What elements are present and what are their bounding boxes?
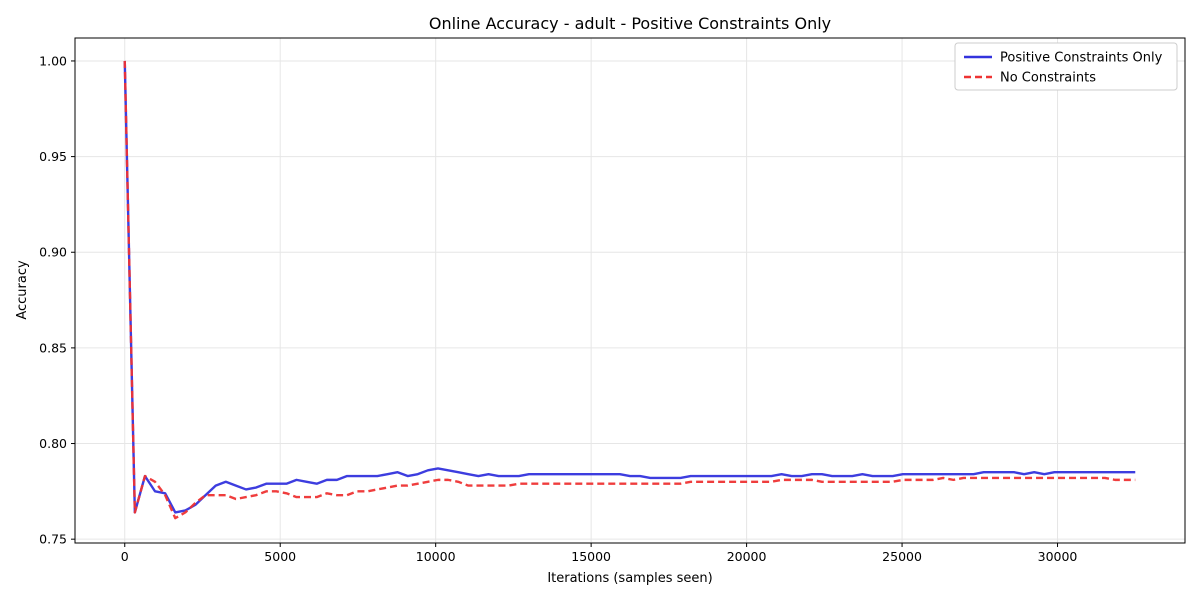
x-axis-label: Iterations (samples seen) <box>547 571 712 586</box>
grid <box>75 38 1185 543</box>
y-tick-label: 0.85 <box>39 340 67 355</box>
y-axis-label: Accuracy <box>15 260 30 320</box>
legend-label-no-constraints: No Constraints <box>1000 71 1096 86</box>
series-lines <box>123 60 1136 520</box>
series-line-positive-constraints <box>123 60 1136 514</box>
y-tick-label: 0.95 <box>39 149 67 164</box>
x-tick-label: 5000 <box>264 549 296 564</box>
legend-box <box>954 42 1178 91</box>
y-axis-ticks: 0.75 0.80 0.85 0.90 0.95 1.00 <box>39 53 75 547</box>
x-tick-label: 30000 <box>1038 549 1078 564</box>
x-tick-label: 25000 <box>882 549 922 564</box>
x-tick-label: 0 <box>121 549 129 564</box>
x-tick-label: 20000 <box>727 549 767 564</box>
y-tick-label: 0.80 <box>39 436 67 451</box>
legend: Positive Constraints Only No Constraints <box>954 42 1178 91</box>
legend-label-positive-constraints: Positive Constraints Only <box>1000 51 1163 66</box>
plot-frame <box>74 37 1186 544</box>
chart-title: Online Accuracy - adult - Positive Const… <box>429 14 831 33</box>
x-tick-label: 15000 <box>571 549 611 564</box>
x-tick-label: 10000 <box>416 549 456 564</box>
y-tick-label: 1.00 <box>39 53 67 68</box>
x-axis-ticks: 0 5000 10000 15000 20000 25000 30000 <box>121 543 1078 564</box>
y-tick-label: 0.75 <box>39 532 67 547</box>
y-tick-label: 0.90 <box>39 245 67 260</box>
